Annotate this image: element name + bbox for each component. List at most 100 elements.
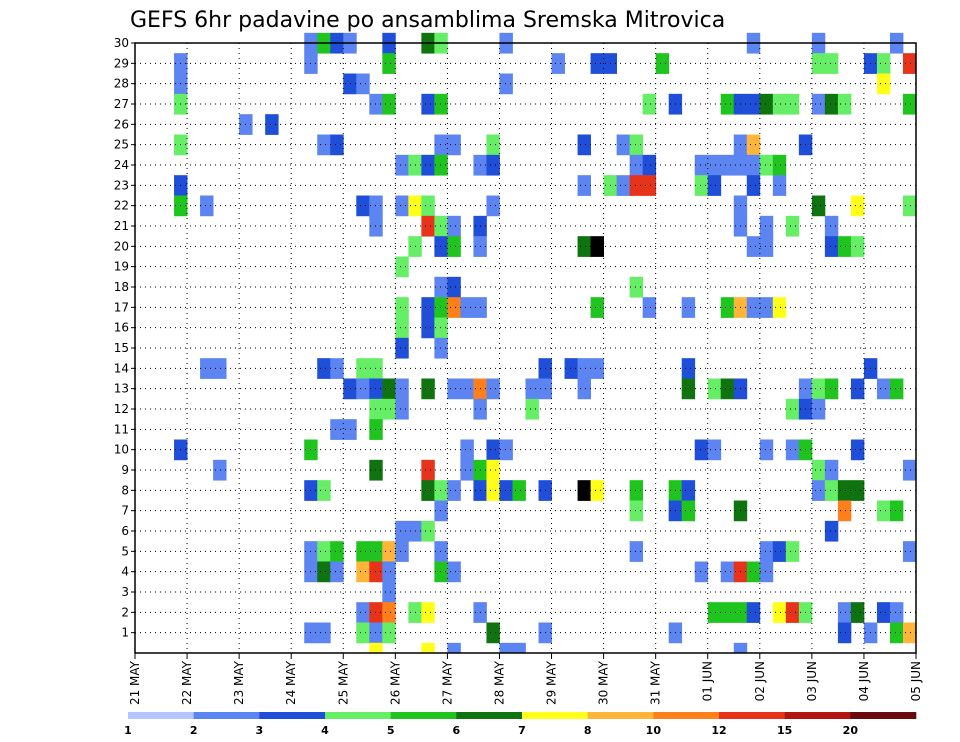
heatmap-cell	[421, 642, 435, 654]
heatmap-cell	[824, 93, 839, 115]
colorbar-label: 7	[518, 724, 526, 737]
heatmap-cell	[759, 93, 774, 115]
heatmap-cell	[434, 561, 448, 583]
heatmap-cell	[811, 480, 826, 501]
heatmap-cell	[837, 622, 852, 644]
colorbar-swatch	[719, 712, 785, 719]
colorbar-swatch	[456, 712, 523, 719]
heatmap-cell	[642, 175, 657, 196]
heatmap-cell	[382, 93, 396, 115]
x-tick-label: 29 MAY	[545, 660, 559, 705]
y-tick-label: 12	[114, 402, 129, 416]
y-tick-label: 29	[114, 56, 129, 70]
y-tick-label: 30	[114, 36, 129, 50]
heatmap-cell	[486, 154, 500, 176]
heatmap-cell	[369, 419, 383, 440]
heatmap-cell	[785, 602, 800, 623]
heatmap-cell	[902, 622, 917, 644]
heatmap-cell	[356, 561, 370, 583]
heatmap-cell	[486, 195, 500, 217]
heatmap-cell	[746, 93, 761, 115]
heatmap-cell	[356, 541, 370, 562]
heatmap-cell	[629, 500, 644, 522]
heatmap-cell	[395, 541, 409, 562]
heatmap-cell	[356, 378, 370, 400]
heatmap-cell	[746, 175, 761, 196]
heatmap-cell	[746, 154, 761, 176]
heatmap-cell	[733, 642, 748, 654]
y-tick-label: 28	[114, 77, 129, 91]
x-tick-label: 01 JUN	[701, 661, 715, 701]
grid-lines	[135, 42, 917, 653]
heatmap-cell	[837, 480, 852, 501]
y-tick-label: 26	[114, 117, 129, 131]
heatmap-cell	[369, 93, 383, 115]
heatmap-cell	[850, 480, 865, 501]
y-tick-label: 16	[114, 321, 129, 335]
y-tick-label: 23	[114, 178, 129, 192]
y-tick-label: 18	[114, 280, 129, 294]
heatmap-cell	[434, 337, 448, 359]
heatmap-cell	[811, 378, 826, 400]
heatmap-cell	[369, 378, 383, 400]
heatmap-cell	[694, 561, 709, 583]
heatmap-cell	[395, 520, 409, 542]
heatmap-cell	[759, 297, 774, 318]
heatmap-cell	[447, 215, 461, 237]
heatmap-cell	[486, 622, 500, 644]
heatmap-cell	[707, 439, 722, 461]
heatmap-cell	[590, 236, 604, 257]
x-tick-label: 27 MAY	[440, 660, 454, 705]
heatmap-cell	[213, 358, 227, 379]
heatmap-cell	[772, 175, 787, 196]
heatmap-cell	[421, 195, 435, 217]
heatmap-cell	[681, 480, 696, 501]
heatmap-cell	[447, 297, 461, 318]
heatmap-cell	[629, 154, 644, 176]
heatmap-cell	[902, 459, 917, 481]
heatmap-cell	[486, 439, 500, 461]
x-tick-label: 28 MAY	[493, 660, 507, 705]
heatmap-cell	[460, 297, 474, 318]
heatmap-cell	[850, 439, 865, 461]
heatmap-cell	[811, 398, 826, 420]
heatmap-cell	[681, 358, 696, 379]
heatmap-cell	[902, 541, 917, 562]
heatmap-cell	[434, 154, 448, 176]
heatmap-cell	[889, 602, 904, 623]
heatmap-cell	[642, 93, 657, 115]
y-tick-label: 9	[121, 463, 129, 477]
heatmap-cell	[382, 622, 396, 644]
heatmap-cell	[369, 398, 383, 420]
heatmap-cell	[343, 73, 357, 95]
y-tick-label: 5	[121, 544, 129, 558]
y-tick-label: 3	[121, 585, 129, 599]
heatmap-cell	[330, 541, 344, 562]
heatmap-cell	[434, 134, 448, 156]
heatmap-cell	[369, 541, 383, 562]
heatmap-cell	[785, 215, 800, 237]
heatmap-cell	[460, 459, 474, 481]
heatmap-cell	[889, 378, 904, 400]
heatmap-cell	[369, 602, 383, 623]
heatmap-cell	[772, 93, 787, 115]
heatmap-cell	[876, 378, 891, 400]
heatmap-cell	[447, 236, 461, 257]
heatmap-cell	[356, 73, 370, 95]
x-tick-label: 26 MAY	[388, 660, 402, 705]
heatmap-cell	[629, 541, 644, 562]
y-tick-label: 4	[121, 565, 129, 579]
heatmap-cell	[317, 480, 331, 501]
heatmap-cell	[681, 378, 696, 400]
heatmap-cell	[447, 134, 461, 156]
heatmap-cell	[590, 297, 604, 318]
heatmap-cell	[577, 236, 591, 257]
heatmap-cell	[876, 73, 891, 95]
colorbar-swatch	[193, 712, 260, 719]
x-tick-label: 24 MAY	[284, 660, 298, 705]
heatmap-cell	[629, 480, 644, 501]
heatmap-cell	[824, 378, 839, 400]
heatmap-cell	[356, 358, 370, 379]
heatmap-cell	[213, 459, 227, 481]
